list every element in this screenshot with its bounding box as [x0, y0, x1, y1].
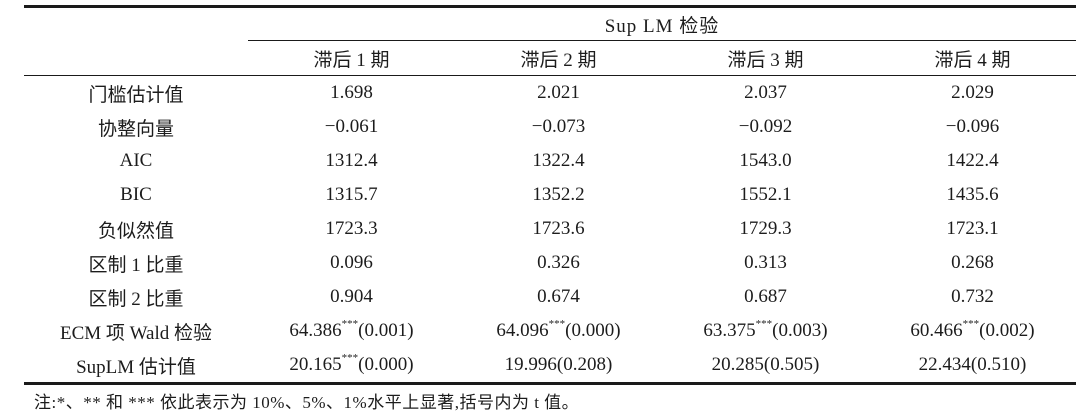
- row-header-blank-cell: [24, 41, 248, 75]
- data-cell: 0.904: [330, 286, 373, 307]
- table-row: 区制 1 比重 0.096 0.326 0.313 0.268: [24, 246, 1076, 280]
- table-top-rule: [24, 5, 1076, 8]
- data-cell: 64.386 *** (0.001): [289, 318, 414, 342]
- data-cell: 1352.2: [532, 184, 585, 205]
- data-cell: −0.061: [324, 116, 379, 137]
- data-cell: 0.268: [951, 252, 994, 273]
- statistic-value: 64.096: [496, 320, 549, 341]
- t-value: (0.002): [979, 320, 1035, 341]
- t-value: (0.510): [970, 354, 1027, 375]
- data-cell: −0.073: [531, 116, 586, 137]
- data-cell: 63.375 *** (0.003): [703, 318, 828, 342]
- row-label: 协整向量: [97, 118, 174, 140]
- column-header: 滞后 4 期: [934, 49, 1011, 71]
- t-value: (0.208): [556, 354, 613, 375]
- table-bottom-rule: [24, 382, 1076, 385]
- statistic-value: 63.375: [703, 320, 756, 341]
- data-cell: 20.165 *** (0.000): [289, 352, 414, 376]
- data-cell: 0.674: [537, 286, 580, 307]
- row-label: BIC: [120, 184, 152, 205]
- statistic-value: 19.996: [504, 354, 557, 375]
- data-cell: −0.092: [738, 116, 793, 137]
- data-cell: 60.466 *** (0.002): [910, 318, 1035, 342]
- column-header: 滞后 1 期: [313, 49, 390, 71]
- data-cell: 1315.7: [325, 184, 378, 205]
- statistics-table: Sup LM 检验 滞后 1 期 滞后 2 期 滞后 3 期 滞后 4 期 门槛估计值…: [24, 5, 1076, 385]
- data-cell: 1312.4: [325, 150, 378, 171]
- data-cell: 1.698: [330, 82, 373, 103]
- t-value: (0.001): [358, 320, 414, 341]
- statistic-value: 20.165: [289, 354, 342, 375]
- t-value: (0.003): [772, 320, 828, 341]
- table-row: 协整向量 −0.061 −0.073 −0.092 −0.096: [24, 110, 1076, 144]
- group-header: Sup LM 检验: [248, 8, 1076, 41]
- statistic-value: 60.466: [910, 320, 963, 341]
- data-cell: 0.326: [537, 252, 580, 273]
- row-header-blank-cell: [24, 8, 248, 41]
- row-label: AIC: [119, 150, 153, 171]
- data-cell: 20.285 (0.505): [662, 348, 869, 382]
- table-row: BIC 1315.7 1352.2 1552.1 1435.6: [24, 178, 1076, 212]
- row-label: 负似然值: [97, 220, 174, 242]
- row-label: 区制 2 比重: [88, 288, 184, 310]
- statistic-value: 22.434: [918, 354, 971, 375]
- data-cell: 1723.6: [532, 218, 585, 239]
- table-note: 注:*、** 和 *** 依此表示为 10%、5%、1%水平上显著,括号内为 t…: [34, 393, 580, 412]
- row-label: 区制 1 比重: [88, 254, 184, 276]
- column-header-row: 滞后 1 期 滞后 2 期 滞后 3 期 滞后 4 期: [24, 41, 1076, 76]
- data-cell: 1723.3: [325, 218, 378, 239]
- table-row: 区制 2 比重 0.904 0.674 0.687 0.732: [24, 280, 1076, 314]
- data-cell: 0.687: [744, 286, 787, 307]
- column-header: 滞后 3 期: [727, 49, 804, 71]
- data-cell: 2.021: [537, 82, 580, 103]
- statistic-value: 20.285: [711, 354, 764, 375]
- table-row: 门槛估计值 1.698 2.021 2.037 2.029: [24, 76, 1076, 110]
- data-cell: 0.096: [330, 252, 373, 273]
- table-row: AIC 1312.4 1322.4 1543.0 1422.4: [24, 144, 1076, 178]
- group-header-row: Sup LM 检验: [24, 8, 1076, 41]
- column-header: 滞后 2 期: [520, 49, 597, 71]
- data-cell: 2.037: [744, 82, 787, 103]
- data-cell: 22.434 (0.510): [869, 348, 1076, 382]
- data-cell: 1723.1: [946, 218, 999, 239]
- table-row: ECM 项 Wald 检验 64.386 *** (0.001) 64.096 *** (0…: [24, 314, 1076, 348]
- t-value: (0.505): [763, 354, 820, 375]
- t-value: (0.000): [358, 354, 414, 375]
- data-cell: 1435.6: [946, 184, 999, 205]
- data-cell: 1552.1: [739, 184, 792, 205]
- row-label: 门槛估计值: [88, 84, 184, 106]
- row-label: ECM 项 Wald 检验: [59, 322, 213, 344]
- data-cell: 1729.3: [739, 218, 792, 239]
- table-row: SupLM 估计值 20.165 *** (0.000) 19.996 (0.208) 20…: [24, 348, 1076, 382]
- data-cell: 2.029: [951, 82, 994, 103]
- data-cell: 1422.4: [946, 150, 999, 171]
- data-cell: −0.096: [945, 116, 1000, 137]
- data-cell: 1322.4: [532, 150, 585, 171]
- data-cell: 0.313: [744, 252, 787, 273]
- statistic-value: 64.386: [289, 320, 342, 341]
- data-cell: 1543.0: [739, 150, 792, 171]
- t-value: (0.000): [565, 320, 621, 341]
- data-cell: 0.732: [951, 286, 994, 307]
- table-row: 负似然值 1723.3 1723.6 1729.3 1723.1: [24, 212, 1076, 246]
- row-label: SupLM 估计值: [76, 356, 196, 378]
- data-cell: 64.096 *** (0.000): [496, 318, 621, 342]
- table-body: 门槛估计值 1.698 2.021 2.037 2.029 协整向量 −0.061 −0.07…: [24, 76, 1076, 382]
- data-cell: 19.996 (0.208): [455, 348, 662, 382]
